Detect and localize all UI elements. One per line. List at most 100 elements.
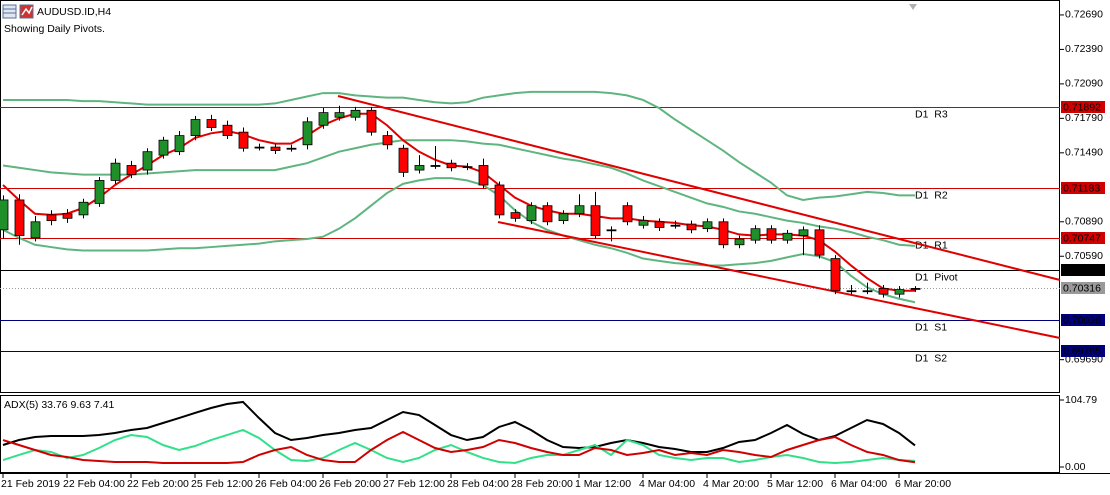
main-panel-frame: [0, 0, 1060, 393]
adx-panel-frame: [0, 395, 1060, 473]
trendline: [497, 221, 1061, 339]
candle-body: [238, 131, 249, 149]
pivot-price-label: 0.70038: [1063, 314, 1101, 326]
adx-title: ADX(5) 33.76 9.63 7.41: [4, 399, 114, 411]
candle-body: [622, 205, 633, 223]
candle-body: [894, 289, 905, 295]
candle-body: [142, 151, 153, 171]
candle-body: [686, 223, 697, 231]
bollinger-band: [2, 177, 916, 304]
y-tick-label: 0.71790: [1065, 112, 1103, 124]
icon-chart-line: [21, 6, 33, 16]
candle-body: [718, 221, 729, 246]
candle-body: [430, 165, 441, 167]
candle-body: [830, 258, 841, 292]
pivot-price-label: 0.71892: [1063, 101, 1101, 113]
pivot-price-box: [1061, 232, 1105, 244]
pivot-price-label: 0.70474: [1063, 264, 1101, 276]
candle-body: [446, 162, 457, 169]
candle-body: [334, 112, 345, 118]
pivot-name: D1 R1: [915, 239, 948, 251]
y-tick-label: 0.70590: [1065, 250, 1103, 262]
pivot-price-label: 0.71183: [1063, 182, 1100, 194]
candle-body: [414, 165, 425, 171]
x-tick-label: 4 Mar 04:00: [639, 478, 695, 490]
x-tick-label: 22 Feb 04:00: [63, 478, 125, 490]
trendline: [337, 95, 1061, 281]
pivot-price-label: 0.70747: [1063, 232, 1101, 244]
candle-body: [366, 109, 377, 133]
candle-body: [670, 224, 681, 227]
pivot-price-box: [1061, 182, 1105, 194]
candle-body: [558, 213, 569, 222]
y-tick-label: 104.79: [1065, 394, 1097, 406]
candle-body: [254, 146, 265, 149]
x-tick-label: 25 Feb 12:00: [191, 478, 253, 490]
axis-layer: 0.72690 0.72390 0.72090 0.71790 0.71490 0.708…: [1, 9, 1105, 490]
current-price-box: [1061, 282, 1105, 294]
candle-body: [878, 288, 889, 295]
trendlines: [337, 95, 1061, 339]
pivot-name: D1 R2: [915, 189, 948, 201]
x-tick-label: 27 Feb 12:00: [383, 478, 445, 490]
candle-body: [0, 199, 9, 231]
candle-body: [542, 205, 553, 223]
pivot-name: D1 S2: [915, 352, 947, 364]
candle-body: [510, 212, 521, 219]
candle-body: [30, 221, 41, 239]
x-tick-label: 26 Feb 20:00: [319, 478, 381, 490]
pivot-name: D1 S1: [915, 321, 947, 333]
x-tick-label: 6 Mar 20:00: [895, 478, 951, 490]
candle-body: [494, 184, 505, 216]
chart-title: AUDUSD.ID,H4: [37, 6, 111, 18]
icon-chart: [19, 4, 34, 19]
candle-body: [110, 162, 121, 181]
x-tick-label: 6 Mar 04:00: [831, 478, 887, 490]
indicator-line: [2, 430, 916, 464]
icon-table: [2, 4, 17, 19]
y-tick-label: 0.00: [1065, 461, 1086, 473]
pivot-price-box: [1061, 345, 1105, 357]
candle-body: [478, 165, 489, 186]
y-tick-label: 0.72390: [1065, 43, 1103, 55]
pivot-name: D1 Pivot: [915, 271, 958, 283]
candle-body: [814, 229, 825, 256]
candle-body: [350, 109, 361, 118]
candle-body: [654, 221, 665, 228]
candle-body: [62, 213, 73, 219]
candle-body: [846, 290, 857, 293]
candle-body: [206, 119, 217, 128]
candle-body: [590, 205, 601, 236]
candle-body: [270, 146, 281, 151]
candle-body: [782, 232, 793, 241]
candle-body: [398, 147, 409, 173]
candle-body: [158, 139, 169, 156]
candle-body: [174, 135, 185, 153]
x-tick-label: 28 Feb 04:00: [447, 478, 509, 490]
candle-body: [78, 201, 89, 216]
indicator-line: [2, 400, 916, 453]
candle-body: [286, 147, 297, 150]
candle-body: [862, 290, 873, 293]
candle-body: [526, 205, 537, 222]
candle-body: [318, 112, 329, 126]
x-tick-label: 21 Feb 2019: [1, 478, 60, 490]
x-tick-label: 28 Feb 20:00: [511, 478, 573, 490]
candle-body: [798, 229, 809, 236]
levels-layer: D1 R3 D1 R2 D1 R1 D1 Pivot D1 S1 D1 S2: [0, 107, 1060, 364]
x-tick-label: 4 Mar 20:00: [703, 478, 759, 490]
bollinger-band: [2, 139, 916, 247]
y-tick-label: 0.71490: [1065, 147, 1103, 159]
candle-body: [222, 124, 233, 136]
pivot-price-box: [1061, 264, 1105, 276]
candle-body: [94, 180, 105, 204]
candle-body: [126, 165, 137, 176]
y-tick-label: 0.72690: [1065, 9, 1103, 21]
bollinger-band: [3, 90, 915, 201]
candle-body: [190, 119, 201, 136]
candle-body: [46, 214, 57, 222]
candle-body: [606, 229, 617, 232]
x-tick-label: 5 Mar 12:00: [767, 478, 823, 490]
